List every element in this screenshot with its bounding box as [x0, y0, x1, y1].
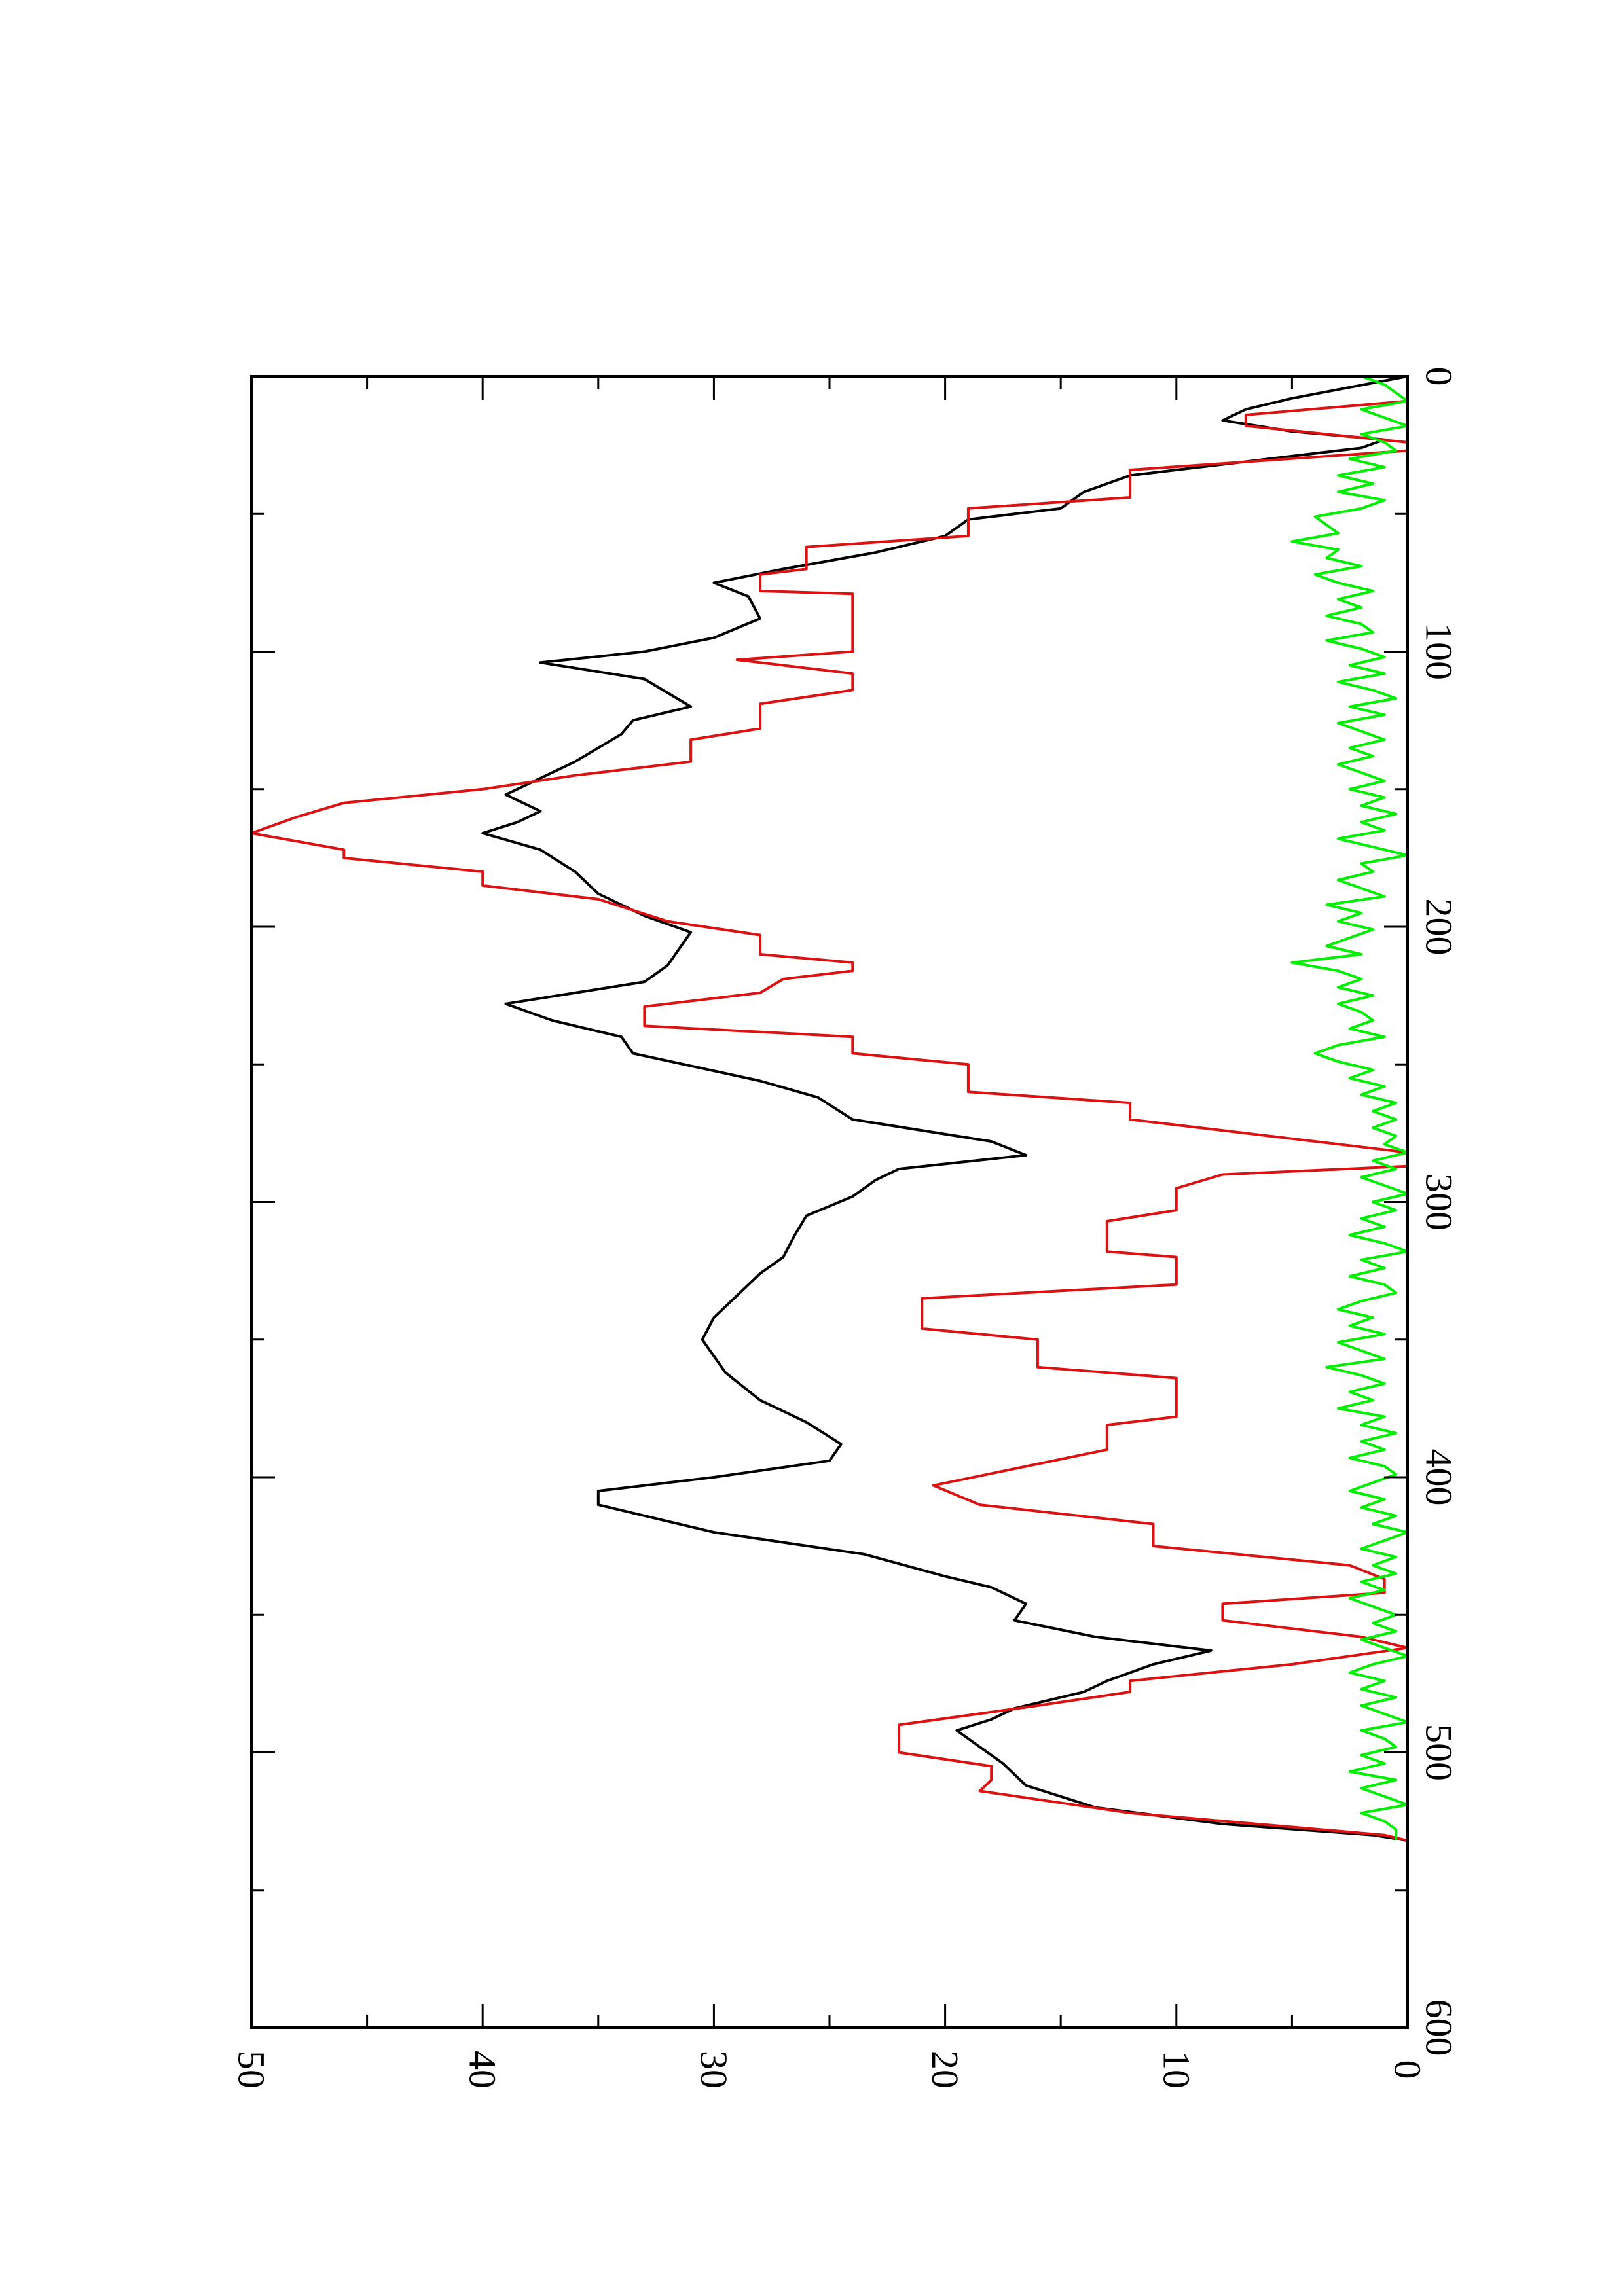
x-tick-label: 0 — [1418, 367, 1461, 386]
y-tick-label: 20 — [924, 2051, 966, 2089]
x-tick-label: 500 — [1418, 1724, 1461, 1781]
y-tick-label: 50 — [230, 2051, 273, 2089]
y-tick-label: 0 — [1387, 2060, 1429, 2079]
x-tick-label: 300 — [1418, 1174, 1461, 1230]
x-tick-label: 600 — [1418, 2000, 1461, 2056]
axis-ticks: 0 100 200 300 400 500 600 0 10 20 30 40 50 — [230, 367, 1461, 2089]
series-line-3 — [1290, 375, 1409, 1841]
y-tick-label: 10 — [1155, 2051, 1197, 2089]
y-tick-label: 40 — [462, 2051, 504, 2089]
plot-area — [250, 375, 1409, 1842]
series-line-2 — [250, 376, 1409, 1842]
x-tick-label: 200 — [1418, 899, 1461, 956]
x-tick-label: 100 — [1418, 623, 1461, 680]
x-tick-label: 400 — [1418, 1449, 1461, 1506]
y-tick-label: 30 — [693, 2051, 735, 2089]
series-line-1 — [481, 375, 1408, 1842]
plot-frame — [250, 375, 1409, 2029]
